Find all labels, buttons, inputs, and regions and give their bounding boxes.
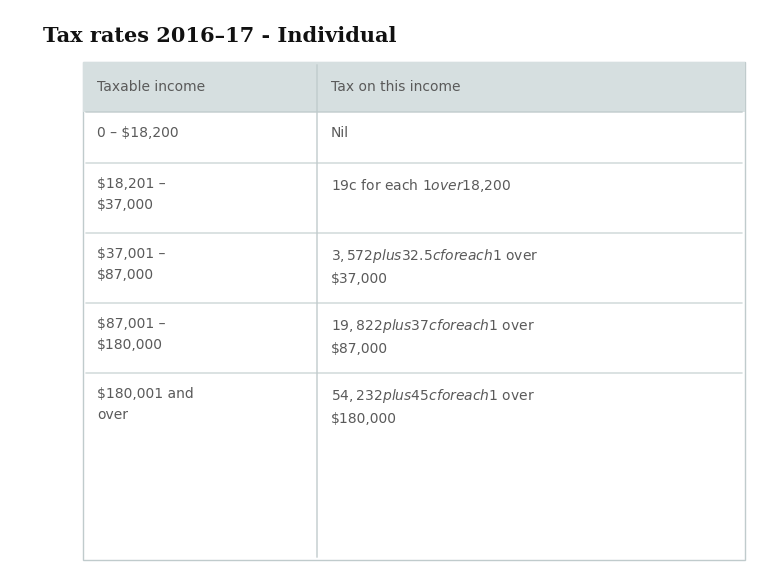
Text: Tax on this income: Tax on this income <box>331 80 460 94</box>
Text: $19,822 plus 37c for each $1 over
$87,000: $19,822 plus 37c for each $1 over $87,00… <box>331 317 535 355</box>
Text: Taxable income: Taxable income <box>97 80 205 94</box>
Text: $87,001 –
$180,000: $87,001 – $180,000 <box>97 317 165 351</box>
Text: $3,572 plus 32.5c for each $1 over
$37,000: $3,572 plus 32.5c for each $1 over $37,0… <box>331 247 539 286</box>
Text: $18,201 –
$37,000: $18,201 – $37,000 <box>97 177 166 212</box>
Text: Nil: Nil <box>331 126 349 140</box>
Text: Tax rates 2016–17 - Individual: Tax rates 2016–17 - Individual <box>43 26 396 46</box>
Text: $180,001 and
over: $180,001 and over <box>97 387 193 421</box>
Text: $54,232 plus 45c for each $1 over
$180,000: $54,232 plus 45c for each $1 over $180,0… <box>331 387 535 426</box>
Text: 0 – $18,200: 0 – $18,200 <box>97 126 179 140</box>
Text: 19c for each $1 over $18,200: 19c for each $1 over $18,200 <box>331 177 511 194</box>
Text: $37,001 –
$87,000: $37,001 – $87,000 <box>97 247 165 282</box>
